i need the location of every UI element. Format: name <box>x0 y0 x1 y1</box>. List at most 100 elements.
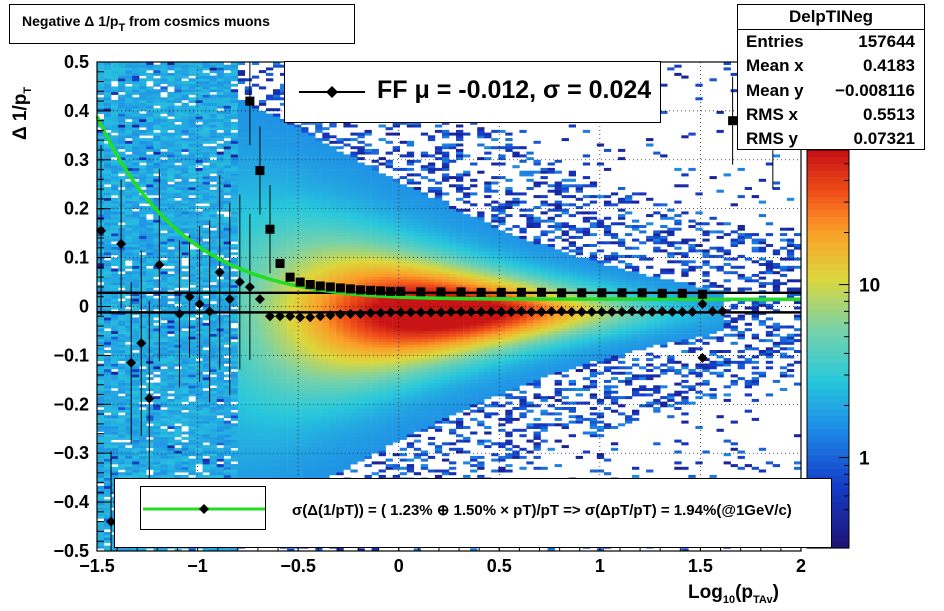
heatmap-bin <box>139 64 147 68</box>
heatmap-bin <box>216 417 224 421</box>
heatmap-bin <box>294 466 302 470</box>
heatmap-bin <box>301 445 309 449</box>
heatmap-bin <box>118 151 126 155</box>
heatmap-bin <box>294 195 302 199</box>
heatmap-bin <box>244 249 253 253</box>
heatmap-bin <box>167 461 175 465</box>
heatmap-bin <box>174 192 182 196</box>
heatmap-bin <box>301 298 309 302</box>
heatmap-bin <box>125 287 133 291</box>
heatmap-bin <box>118 417 126 421</box>
heatmap-bin <box>104 246 112 250</box>
heatmap-bin <box>223 333 231 337</box>
heatmap-bin <box>174 208 182 212</box>
heatmap-bin <box>153 464 161 468</box>
heatmap-bin <box>294 325 302 329</box>
heatmap-bin <box>167 206 175 209</box>
heatmap-bin <box>167 91 175 95</box>
heatmap-bin <box>258 398 267 402</box>
heatmap-bin <box>174 252 182 256</box>
heatmap-bin <box>301 350 309 353</box>
heatmap-bin <box>132 257 140 261</box>
heatmap-bin <box>125 347 133 351</box>
heatmap-bin <box>195 390 203 394</box>
heatmap-bin <box>118 214 126 218</box>
heatmap-bin <box>258 176 267 180</box>
heatmap-bin <box>258 254 267 258</box>
heatmap-bin <box>266 369 274 372</box>
heatmap-bin <box>139 273 147 277</box>
heatmap-bin <box>174 89 182 93</box>
heatmap-bin <box>251 219 260 223</box>
heatmap-bin <box>266 148 274 152</box>
heatmap-bin <box>160 314 168 318</box>
heatmap-bin <box>104 78 112 82</box>
heatmap-bin <box>181 284 189 288</box>
heatmap-bin <box>160 176 168 180</box>
heatmap-bin <box>153 222 161 226</box>
heatmap-bin <box>308 339 316 343</box>
heatmap-bin <box>174 352 182 356</box>
heatmap-bin <box>223 119 231 122</box>
heatmap-bin <box>153 366 161 370</box>
heatmap-bin <box>237 214 246 218</box>
heatmap-bin <box>266 67 274 71</box>
heatmap-bin <box>280 363 288 367</box>
heatmap-bin <box>223 339 231 343</box>
heatmap-bin <box>153 415 161 419</box>
heatmap-bin <box>280 461 288 465</box>
heatmap-bin <box>104 358 112 362</box>
heatmap-bin <box>181 282 189 286</box>
heatmap-bin <box>273 208 281 212</box>
heatmap-bin <box>195 426 203 429</box>
heatmap-bin <box>244 116 253 120</box>
heatmap-bin <box>216 314 224 318</box>
heatmap-bin <box>258 428 267 432</box>
heatmap-bin <box>223 350 231 353</box>
heatmap-bin <box>209 100 217 103</box>
heatmap-bin <box>266 143 274 147</box>
heatmap-bin <box>230 235 239 239</box>
heatmap-bin <box>230 301 239 305</box>
heatmap-bin <box>301 208 309 212</box>
heatmap-bin <box>230 303 239 307</box>
heatmap-bin <box>287 238 295 242</box>
heatmap-bin <box>280 151 288 155</box>
heatmap-bin <box>97 78 105 82</box>
heatmap-bin <box>125 108 133 112</box>
heatmap-bin <box>294 398 302 402</box>
heatmap-bin <box>174 83 182 87</box>
heatmap-bin <box>195 472 203 476</box>
heatmap-bin <box>280 176 288 180</box>
heatmap-bin <box>294 447 302 451</box>
heatmap-bin <box>273 89 281 93</box>
heatmap-bin <box>160 450 168 454</box>
heatmap-bin <box>188 314 196 318</box>
heatmap-bin <box>251 154 260 158</box>
heatmap-bin <box>209 434 217 438</box>
heatmap-bin <box>97 67 105 71</box>
heatmap-bin <box>223 91 231 95</box>
heatmap-bin <box>244 222 253 226</box>
heatmap-bin <box>287 176 295 180</box>
heatmap-bin <box>188 469 196 473</box>
heatmap-bin <box>223 121 231 125</box>
heatmap-bin <box>209 249 217 253</box>
heatmap-bin <box>174 339 182 343</box>
heatmap-bin <box>223 314 231 318</box>
heatmap-bin <box>287 246 295 250</box>
heatmap-bin <box>230 238 239 242</box>
heatmap-bin <box>280 249 288 253</box>
heatmap-bin <box>266 140 274 144</box>
heatmap-bin <box>132 333 140 337</box>
heatmap-bin <box>181 407 189 410</box>
heatmap-bin <box>125 450 133 454</box>
heatmap-bin <box>230 474 239 478</box>
heatmap-bin <box>216 396 224 400</box>
heatmap-bin <box>97 97 105 101</box>
heatmap-bin <box>273 135 281 139</box>
heatmap-bin <box>202 246 210 250</box>
heatmap-bin <box>230 222 239 226</box>
heatmap-bin <box>230 105 239 109</box>
heatmap-bin <box>111 129 119 133</box>
